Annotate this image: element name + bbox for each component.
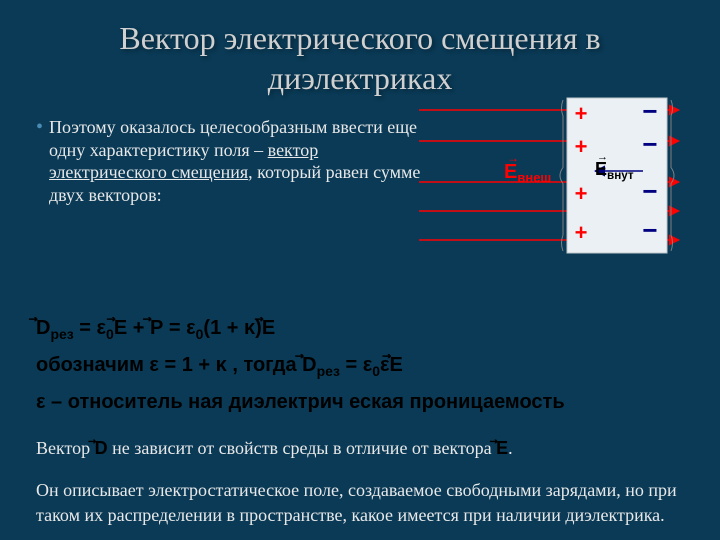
- sub-rez-1: рез: [50, 326, 73, 342]
- svg-text:−: −: [642, 176, 657, 206]
- eq-part2: = ε: [163, 317, 195, 339]
- eq-part1: = ε: [74, 317, 106, 339]
- formula-block: Dрез = ε0E + P = ε0(1 + κ)E обозначим ε …: [36, 310, 684, 420]
- slide: Вектор электрического смещения в диэлект…: [0, 0, 720, 540]
- svg-text:+: +: [575, 220, 588, 245]
- svg-text:−: −: [642, 96, 657, 126]
- p2-c: .: [508, 438, 513, 458]
- svg-text:−: −: [642, 215, 657, 245]
- inline-D: D: [95, 436, 108, 461]
- vector-D: D: [36, 310, 50, 346]
- formula-line-2: обозначим ε = 1 + κ , тогда Dрез = ε0εE: [36, 347, 684, 384]
- svg-text:→: →: [507, 151, 519, 165]
- sub-0-3: 0: [372, 363, 380, 379]
- sub-0-1: 0: [106, 326, 114, 342]
- plus-P: +: [127, 317, 150, 339]
- bullet-pre: Поэтому оказалось целесообразным ввести …: [49, 117, 417, 160]
- svg-text:+: +: [575, 101, 588, 126]
- vector-E-1: E: [114, 310, 127, 346]
- vector-P: P: [150, 310, 163, 346]
- vector-E-2: E: [262, 310, 275, 346]
- formula-line-3: ε – относитель ная диэлектрич еская прон…: [36, 384, 684, 420]
- title-line-1: Вектор электрического смещения в: [119, 20, 600, 56]
- bullet-dot-icon: •: [36, 116, 43, 206]
- svg-text:→: →: [597, 151, 608, 163]
- diagram-svg: ++++−−−−Eвнеш→Eвнут→: [419, 78, 699, 278]
- svg-text:+: +: [575, 181, 588, 206]
- line2-end-eps: ε: [380, 354, 390, 376]
- dielectric-diagram: ++++−−−−Eвнеш→Eвнут→: [439, 116, 684, 296]
- bullet-text: Поэтому оказалось целесообразным ввести …: [49, 116, 431, 206]
- p2-a: Вектор: [36, 438, 95, 458]
- vector-E-3: E: [390, 347, 403, 383]
- p2-b: не зависит от свойств среды в отличие от…: [108, 438, 496, 458]
- top-row: • Поэтому оказалось целесообразным ввест…: [36, 116, 684, 296]
- sub-rez-2: рез: [317, 363, 340, 379]
- paragraph-3: Он описывает электростатическое поле, со…: [36, 478, 684, 528]
- formula-line-1: Dрез = ε0E + P = ε0(1 + κ)E: [36, 310, 684, 347]
- line2-tail: = ε: [340, 354, 372, 376]
- inline-E: E: [496, 436, 508, 461]
- vector-D-2: D: [302, 347, 316, 383]
- paren-part: (1 + κ): [203, 317, 261, 339]
- svg-text:−: −: [642, 129, 657, 159]
- line2-prefix: обозначим ε = 1 + κ , тогда: [36, 354, 302, 376]
- bullet-paragraph: • Поэтому оказалось целесообразным ввест…: [36, 116, 431, 206]
- paragraph-2: Вектор D не зависит от свойств среды в о…: [36, 436, 684, 461]
- svg-text:+: +: [575, 134, 588, 159]
